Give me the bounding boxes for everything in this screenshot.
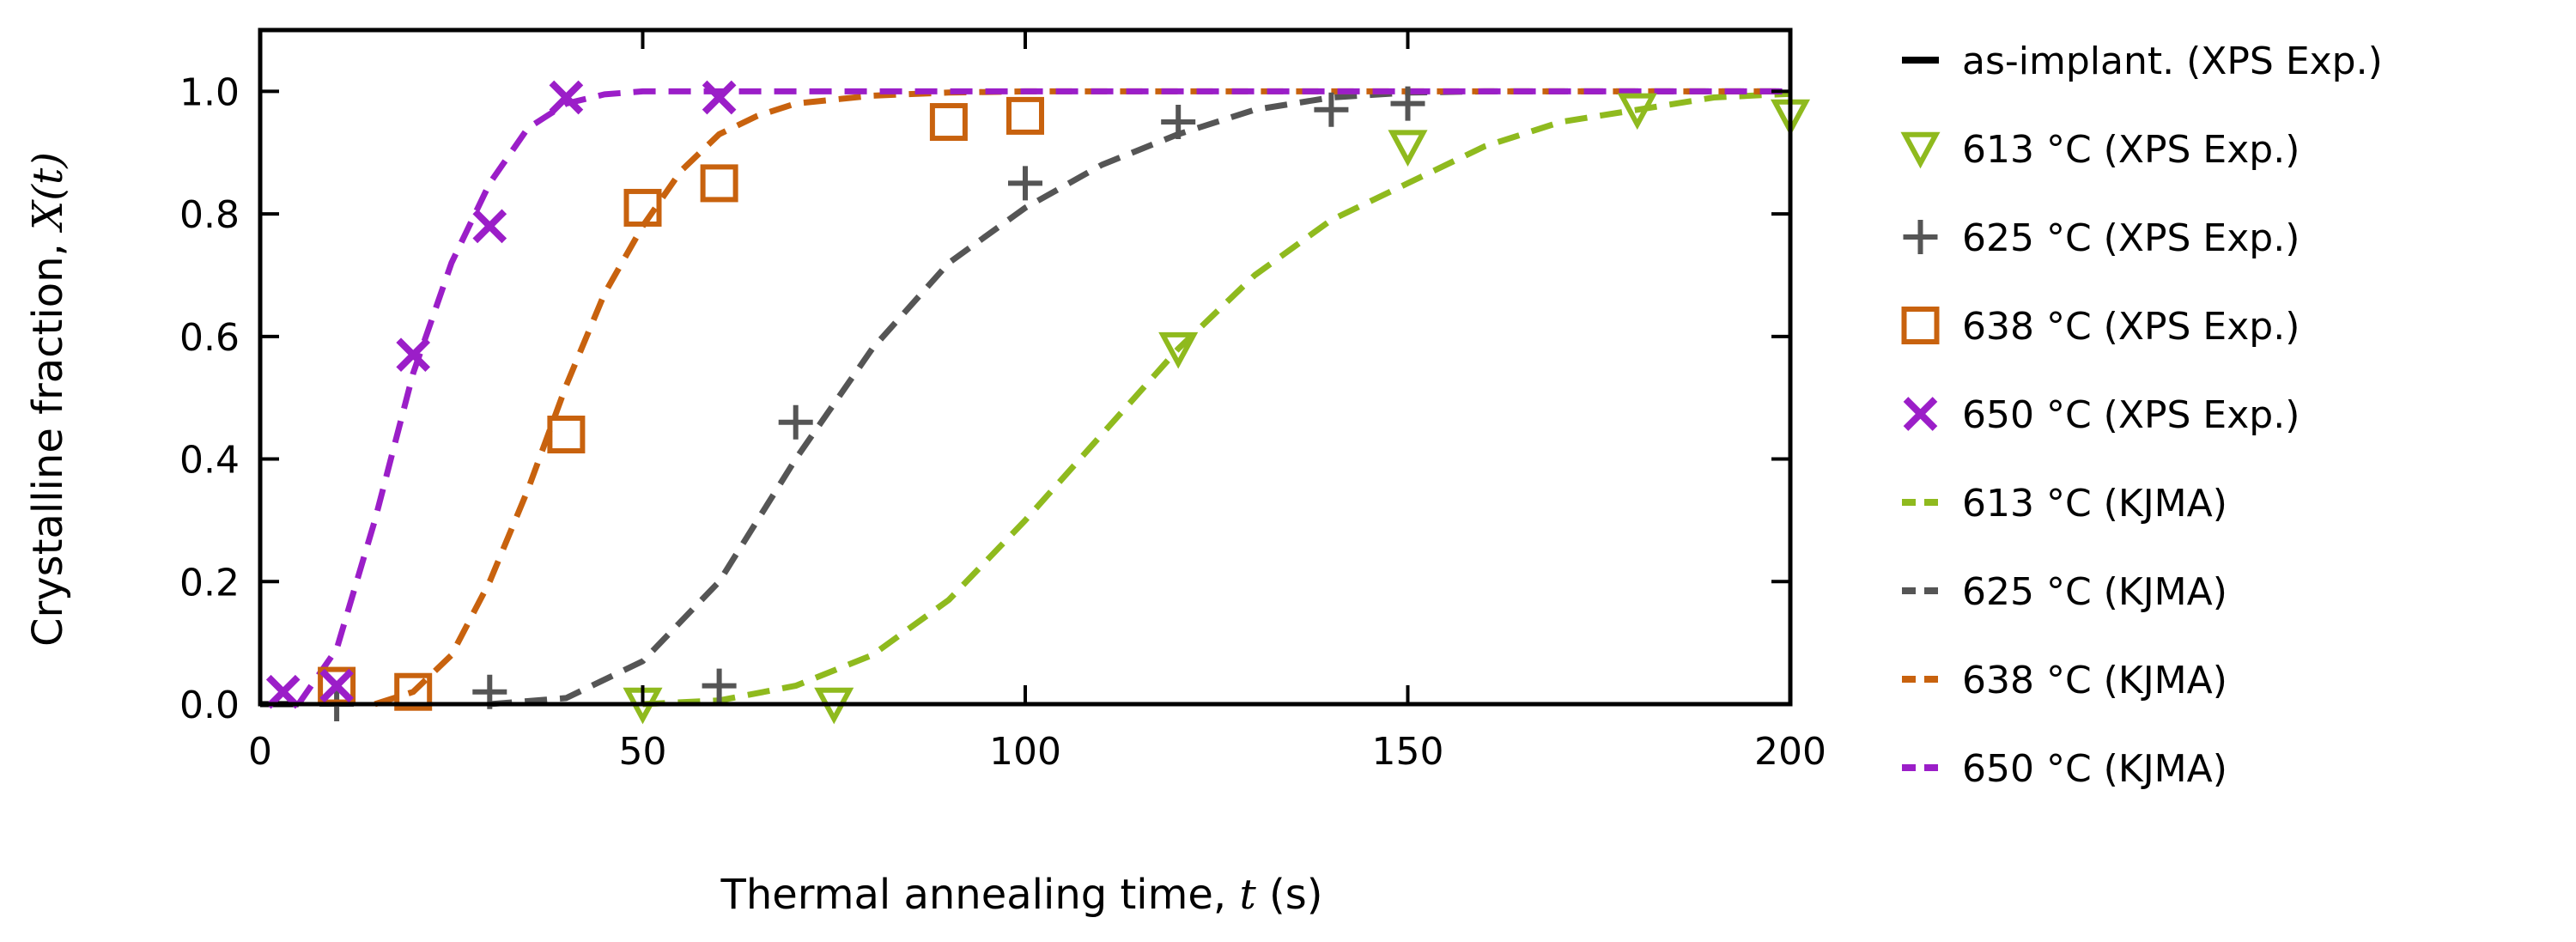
650-c-xps-exp-point bbox=[396, 337, 431, 373]
x-axis-label-unit: (s) bbox=[1256, 871, 1323, 919]
613-c-xps-exp-point bbox=[1617, 93, 1657, 131]
tick-labels-layer: 0 50 100 150 200 0.0 0.2 0.4 0.6 0.8 1.0 bbox=[179, 70, 1826, 774]
legend-swatch bbox=[1903, 397, 1938, 431]
x-axis-label-text: Thermal annealing time, bbox=[720, 871, 1240, 919]
625-c-xps-exp-point bbox=[1008, 166, 1042, 201]
legend-item-638-c-xps-exp: 638 °C (XPS Exp.) bbox=[1901, 305, 2300, 349]
legend-label: 625 °C (XPS Exp.) bbox=[1962, 216, 2300, 260]
638-c-xps-exp-point bbox=[700, 164, 738, 203]
legend-item-613-c-xps-exp: 613 °C (XPS Exp.) bbox=[1900, 128, 2300, 172]
650-c-xps-exp-point bbox=[265, 674, 301, 709]
638-c-xps-exp-point bbox=[623, 188, 662, 227]
650-c-kjma-line bbox=[295, 88, 1790, 706]
638-c-xps-exp-point bbox=[1006, 96, 1044, 135]
legend-swatch bbox=[1903, 220, 1938, 254]
x-tick-label: 50 bbox=[619, 730, 667, 774]
625-c-xps-exp-point bbox=[1314, 92, 1349, 127]
625-c-xps-exp-point bbox=[778, 404, 813, 440]
638-c-kjma-line bbox=[374, 88, 1790, 708]
x-tick-label: 100 bbox=[989, 730, 1061, 774]
axis-ticks-layer bbox=[258, 30, 1792, 706]
y-axis-label-text: Crystalline fraction, bbox=[24, 230, 72, 647]
y-axis-label: Crystalline fraction, X(t) bbox=[24, 152, 72, 647]
legend-label: 650 °C (KJMA) bbox=[1962, 747, 2227, 791]
x-axis-label: Thermal annealing time, t (s) bbox=[720, 871, 1323, 919]
xps-markers-layer bbox=[265, 80, 1811, 725]
638-c-xps-exp-point bbox=[929, 103, 968, 142]
638-c-xps-exp-point bbox=[394, 672, 433, 711]
legend-label: 613 °C (KJMA) bbox=[1962, 482, 2227, 526]
legend-label: as-implant. (XPS Exp.) bbox=[1962, 40, 2383, 83]
625-c-xps-exp-point bbox=[1390, 86, 1425, 121]
650-c-xps-exp-point bbox=[549, 80, 584, 115]
y-tick-label: 0.6 bbox=[179, 316, 240, 360]
x-tick-label: 0 bbox=[248, 730, 272, 774]
638-c-xps-exp-point bbox=[547, 416, 586, 453]
legend-swatch bbox=[1901, 307, 1940, 344]
650-c-xps-exp-point bbox=[472, 209, 507, 244]
613-c-xps-exp-point bbox=[1158, 331, 1199, 369]
legend-item-as-implant-xps-exp: as-implant. (XPS Exp.) bbox=[1902, 40, 2383, 83]
legend-item-638-c-kjma: 638 °C (KJMA) bbox=[1902, 659, 2227, 702]
legend-item-625-c-kjma: 625 °C (KJMA) bbox=[1902, 570, 2227, 614]
legend-label: 613 °C (XPS Exp.) bbox=[1962, 128, 2300, 172]
legend-item-650-c-kjma: 650 °C (KJMA) bbox=[1902, 747, 2227, 791]
625-c-kjma-line bbox=[489, 88, 1790, 708]
legend-swatch bbox=[1900, 131, 1941, 169]
legend-item-625-c-xps-exp: 625 °C (XPS Exp.) bbox=[1903, 216, 2300, 260]
legend-label: 638 °C (XPS Exp.) bbox=[1962, 305, 2300, 349]
legend-item-613-c-kjma: 613 °C (KJMA) bbox=[1902, 482, 2227, 526]
613-c-kjma-line bbox=[642, 90, 1791, 708]
legend-label: 625 °C (KJMA) bbox=[1962, 570, 2227, 614]
legend: as-implant. (XPS Exp.) 613 °C (XPS Exp.) 6… bbox=[1900, 40, 2383, 791]
650-c-xps-exp-point bbox=[702, 80, 737, 115]
legend-label: 638 °C (KJMA) bbox=[1962, 659, 2227, 702]
x-axis-label-var: t bbox=[1239, 871, 1256, 919]
y-tick-label: 0.2 bbox=[179, 561, 240, 605]
y-axis-label-func: X(t) bbox=[24, 152, 72, 234]
625-c-xps-exp-point bbox=[702, 668, 737, 703]
x-tick-label: 200 bbox=[1754, 730, 1826, 774]
legend-item-650-c-xps-exp: 650 °C (XPS Exp.) bbox=[1903, 393, 2300, 437]
613-c-xps-exp-point bbox=[1388, 130, 1428, 167]
x-tick-label: 150 bbox=[1372, 730, 1444, 774]
legend-label: 650 °C (XPS Exp.) bbox=[1962, 393, 2300, 437]
y-tick-label: 0.4 bbox=[179, 439, 240, 483]
625-c-xps-exp-point bbox=[1161, 105, 1196, 140]
y-tick-label: 0.0 bbox=[179, 684, 240, 727]
y-tick-label: 0.8 bbox=[179, 193, 240, 237]
650-c-xps-exp-point bbox=[319, 668, 354, 703]
y-tick-label: 1.0 bbox=[179, 70, 240, 114]
